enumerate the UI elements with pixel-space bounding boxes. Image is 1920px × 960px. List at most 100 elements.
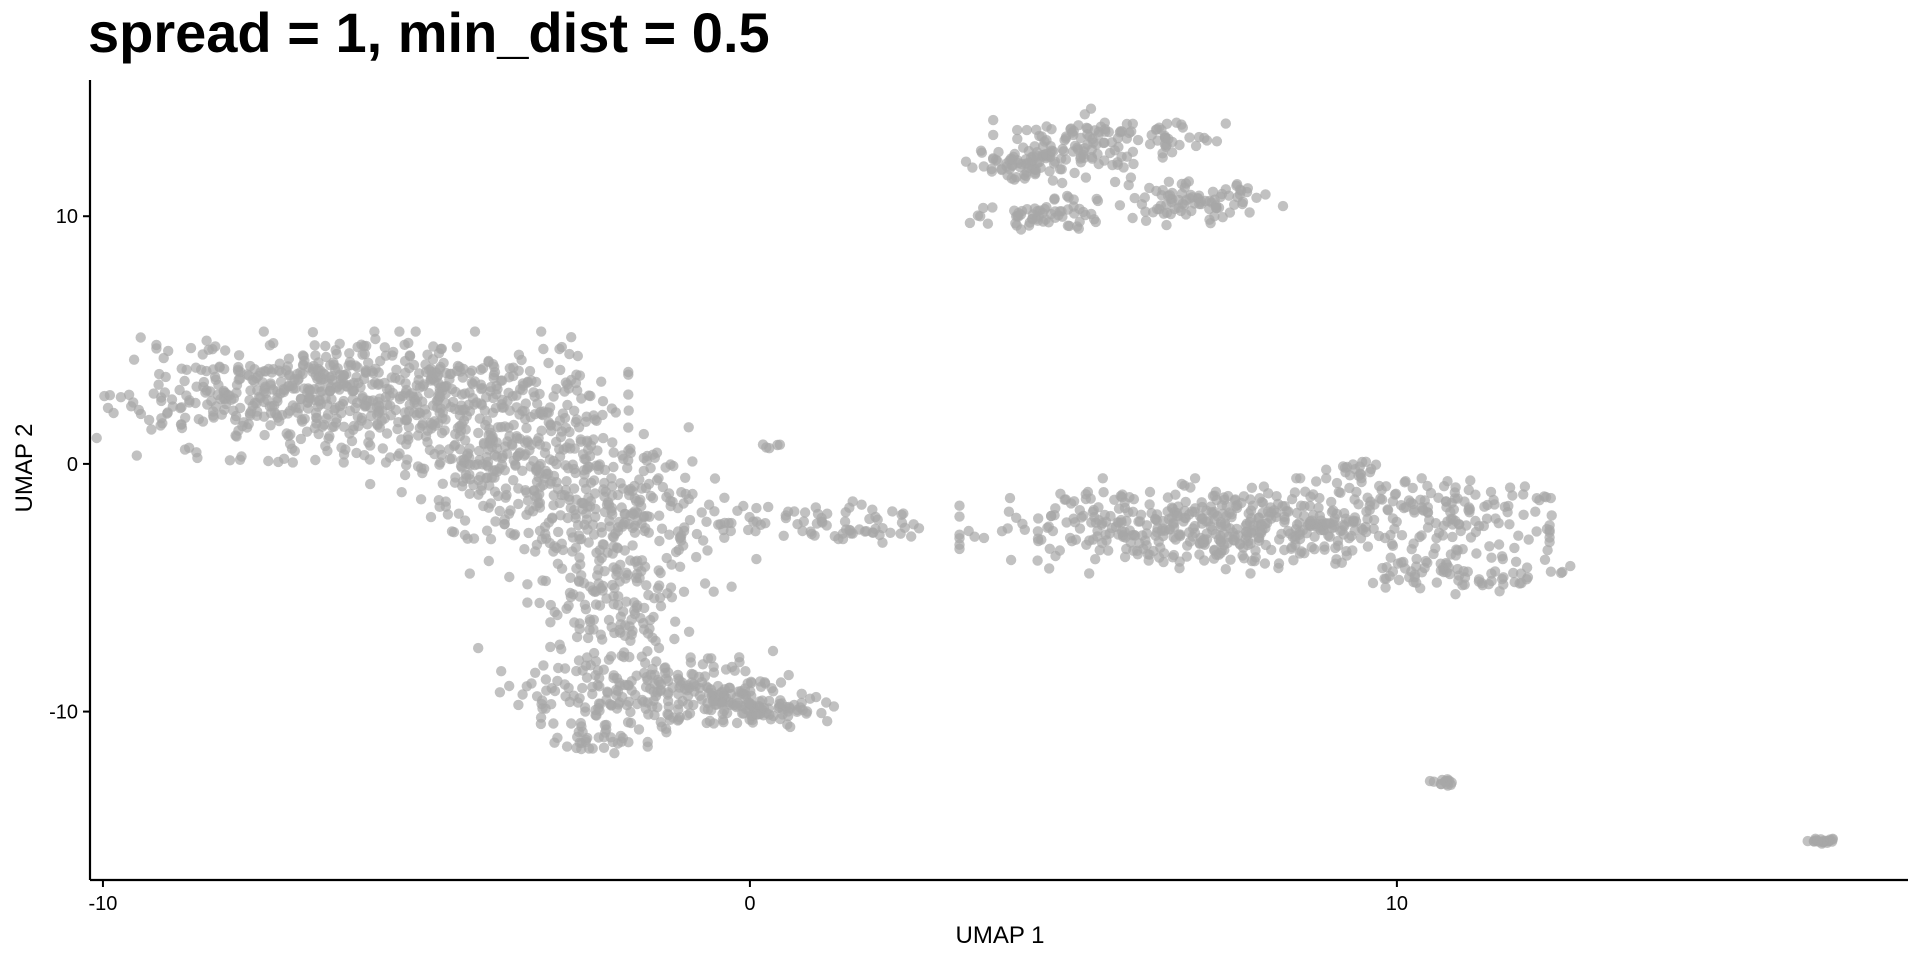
scatter-point (587, 681, 598, 693)
scatter-point (1438, 481, 1450, 492)
scatter-point (1034, 130, 1045, 142)
scatter-point (1812, 835, 1823, 846)
scatter-point (1299, 500, 1310, 512)
scatter-point (1092, 195, 1104, 207)
scatter-point (1197, 501, 1208, 513)
scatter-point (457, 481, 468, 492)
scatter-point (631, 496, 642, 507)
scatter-point (334, 384, 345, 395)
scatter-point (1004, 492, 1016, 504)
scatter-point (670, 616, 681, 627)
scatter-point (448, 527, 460, 538)
scatter-point (654, 580, 665, 591)
scatter-point (688, 678, 700, 690)
scatter-point (563, 463, 574, 474)
scatter-point (1032, 526, 1044, 537)
scatter-point (1109, 176, 1121, 188)
scatter-point (1284, 528, 1296, 539)
scatter-point (1251, 192, 1262, 203)
scatter-point (996, 163, 1007, 175)
scatter-point (455, 425, 467, 436)
scatter-point (1364, 504, 1375, 516)
scatter-point (320, 351, 332, 363)
scatter-point (1089, 125, 1101, 136)
scatter-point (1324, 531, 1335, 542)
scatter-point (641, 510, 653, 522)
scatter-point (569, 443, 580, 454)
scatter-point (1377, 562, 1388, 574)
scatter-point (1155, 542, 1166, 553)
scatter-point (1103, 545, 1114, 556)
scatter-point (1333, 486, 1345, 498)
scatter-point (371, 409, 383, 420)
scatter-point (1288, 555, 1299, 566)
scatter-point (868, 527, 879, 538)
scatter-point (508, 530, 520, 541)
scatter-point (1486, 552, 1497, 563)
scatter-point (311, 418, 322, 429)
scatter-point (954, 543, 965, 555)
scatter-point (489, 367, 501, 378)
scatter-point (320, 393, 331, 404)
scatter-point (1531, 493, 1543, 504)
scatter-point (634, 474, 645, 485)
scatter-point (1411, 577, 1422, 588)
scatter-point (1109, 145, 1120, 156)
scatter-point (1080, 172, 1092, 183)
scatter-point (451, 342, 462, 353)
scatter-point (640, 523, 651, 534)
scatter-point (284, 369, 295, 381)
scatter-point (252, 406, 263, 417)
scatter-point (726, 661, 738, 673)
scatter-point (615, 478, 626, 489)
scatter-point (709, 473, 721, 484)
scatter-point (654, 535, 665, 547)
scatter-point (128, 397, 139, 408)
scatter-point (1471, 548, 1482, 559)
scatter-point (683, 422, 694, 433)
scatter-point (1099, 117, 1111, 128)
scatter-point (175, 403, 186, 414)
scatter-point (320, 440, 331, 452)
scatter-point (91, 432, 102, 444)
scatter-point (778, 530, 789, 541)
scatter-point (1128, 158, 1139, 170)
scatter-point (554, 343, 565, 355)
scatter-point (664, 529, 675, 540)
scatter-point (545, 617, 556, 628)
scatter-point (1399, 477, 1410, 488)
scatter-point (434, 459, 445, 470)
scatter-point (1164, 524, 1175, 535)
scatter-point (305, 393, 316, 404)
scatter-point (510, 459, 521, 470)
scatter-point (358, 373, 370, 385)
scatter-point (348, 420, 360, 432)
scatter-point (540, 674, 552, 685)
scatter-point (678, 498, 689, 509)
scatter-point (604, 521, 615, 532)
scatter-point (1385, 552, 1396, 563)
scatter-point (158, 352, 169, 364)
scatter-point (181, 364, 192, 375)
scatter-point (616, 502, 627, 513)
scatter-point (828, 701, 840, 712)
scatter-point (560, 422, 572, 434)
scatter-point (265, 420, 276, 431)
scatter-point (1313, 502, 1324, 513)
scatter-point (358, 340, 370, 352)
scatter-point (497, 402, 508, 413)
scatter-point (963, 525, 974, 537)
scatter-point (519, 544, 530, 555)
scatter-point (885, 527, 896, 538)
scatter-point (1424, 775, 1436, 787)
scatter-point (596, 376, 607, 387)
scatter-point (1241, 526, 1252, 538)
scatter-point (148, 388, 159, 399)
scatter-point (206, 395, 217, 407)
scatter-point (1375, 493, 1386, 504)
scatter-point (642, 646, 653, 657)
scatter-point (591, 415, 602, 426)
scatter-point (796, 688, 807, 699)
scatter-point (1265, 502, 1276, 513)
scatter-point (521, 435, 533, 446)
